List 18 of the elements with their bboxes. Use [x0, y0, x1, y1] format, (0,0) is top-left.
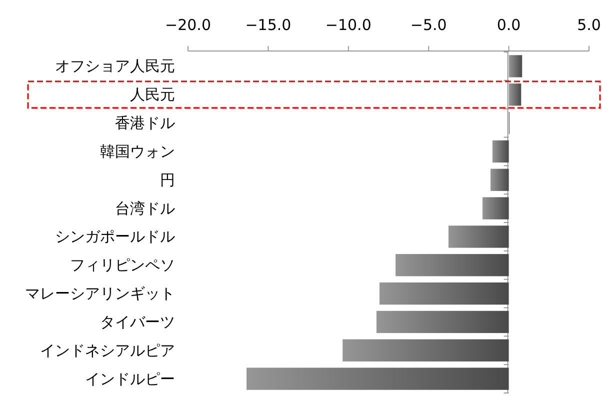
y-tick-label: 台湾ドル	[115, 199, 175, 218]
y-tick-label: インドネシアルピア	[40, 341, 175, 360]
x-tick-label: −10.0	[325, 16, 372, 34]
y-tick-label: 人民元	[130, 86, 175, 104]
y-tick-label: インドルピー	[85, 370, 175, 388]
y-tick-label: シンガポールドル	[55, 228, 175, 246]
x-tick-label: −5.0	[410, 16, 447, 34]
y-tick-label: 韓国ウォン	[100, 142, 175, 160]
y-tick-label: フィリピンペソ	[70, 256, 175, 274]
y-tick-label: マレーシアリンギット	[25, 284, 175, 303]
y-tick-label: 円	[160, 170, 175, 189]
x-tick-label: 0.0	[496, 16, 521, 34]
y-tick-label: 香港ドル	[115, 114, 175, 132]
y-tick-label: オフショア人民元	[55, 57, 175, 76]
y-tick-label: タイバーツ	[100, 312, 175, 331]
x-tick-label: 5.0	[577, 16, 601, 34]
x-tick-label: −20.0	[165, 16, 211, 34]
x-tick-label: −15.0	[245, 16, 292, 34]
